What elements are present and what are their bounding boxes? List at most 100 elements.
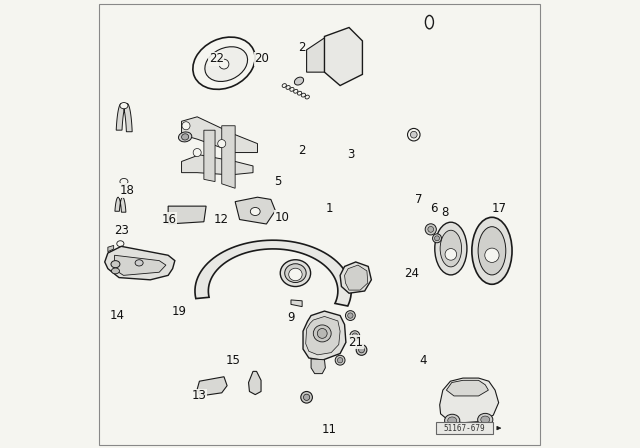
Polygon shape (105, 246, 175, 280)
Polygon shape (344, 265, 368, 290)
Ellipse shape (301, 93, 305, 97)
Ellipse shape (285, 264, 306, 283)
Ellipse shape (477, 414, 493, 426)
Polygon shape (446, 380, 488, 396)
Ellipse shape (314, 325, 331, 342)
Ellipse shape (350, 331, 360, 340)
Text: 51167-679: 51167-679 (444, 424, 486, 433)
Polygon shape (115, 255, 166, 276)
Ellipse shape (478, 227, 506, 275)
Ellipse shape (289, 268, 302, 281)
Text: 18: 18 (120, 184, 134, 197)
Text: 1: 1 (325, 202, 333, 215)
Polygon shape (116, 103, 132, 132)
Ellipse shape (305, 95, 309, 99)
Ellipse shape (294, 77, 303, 85)
Ellipse shape (120, 178, 128, 185)
Text: 20: 20 (255, 52, 269, 65)
Ellipse shape (410, 131, 417, 138)
Text: 24: 24 (404, 267, 419, 280)
Ellipse shape (298, 91, 301, 95)
Ellipse shape (358, 347, 364, 353)
Text: 4: 4 (419, 354, 426, 367)
Ellipse shape (280, 260, 310, 287)
Ellipse shape (356, 345, 367, 355)
Polygon shape (204, 130, 215, 181)
Text: 8: 8 (442, 207, 449, 220)
Text: 2: 2 (298, 144, 306, 157)
Ellipse shape (317, 328, 327, 338)
Ellipse shape (182, 122, 190, 130)
Ellipse shape (346, 310, 355, 320)
Ellipse shape (116, 241, 124, 246)
Ellipse shape (435, 236, 440, 241)
Text: 14: 14 (109, 309, 124, 322)
Polygon shape (303, 311, 346, 360)
Text: 15: 15 (225, 354, 241, 367)
Polygon shape (306, 316, 340, 355)
Ellipse shape (303, 394, 310, 401)
Ellipse shape (218, 140, 226, 148)
Ellipse shape (448, 417, 457, 424)
Ellipse shape (135, 260, 143, 266)
Text: 6: 6 (430, 202, 438, 215)
Polygon shape (115, 197, 126, 212)
Polygon shape (497, 426, 501, 430)
Ellipse shape (435, 222, 467, 275)
Text: 13: 13 (192, 389, 207, 402)
Ellipse shape (250, 207, 260, 215)
Ellipse shape (433, 234, 442, 243)
Ellipse shape (179, 132, 192, 142)
Text: 19: 19 (172, 305, 187, 318)
Ellipse shape (193, 149, 201, 156)
Ellipse shape (426, 15, 433, 29)
Ellipse shape (472, 217, 512, 284)
Ellipse shape (408, 129, 420, 141)
Ellipse shape (294, 90, 298, 93)
Text: 22: 22 (209, 52, 224, 65)
Polygon shape (182, 155, 253, 175)
Polygon shape (168, 206, 206, 224)
Ellipse shape (348, 313, 353, 318)
Text: 2: 2 (298, 41, 306, 54)
Text: 23: 23 (114, 224, 129, 237)
Bar (166, 117, 262, 228)
Ellipse shape (301, 392, 312, 403)
Polygon shape (195, 240, 351, 306)
Ellipse shape (484, 248, 499, 263)
Text: 5: 5 (274, 175, 281, 188)
Polygon shape (197, 377, 227, 396)
Polygon shape (340, 262, 371, 293)
Polygon shape (324, 27, 362, 86)
Ellipse shape (440, 230, 461, 267)
Ellipse shape (286, 86, 290, 89)
Text: 3: 3 (347, 148, 354, 161)
Ellipse shape (120, 103, 128, 109)
Ellipse shape (282, 84, 287, 87)
Text: 16: 16 (161, 213, 177, 226)
Ellipse shape (182, 134, 189, 140)
Polygon shape (307, 36, 326, 72)
Ellipse shape (425, 224, 436, 235)
Ellipse shape (111, 268, 120, 274)
Polygon shape (235, 197, 275, 224)
Polygon shape (440, 378, 499, 423)
Ellipse shape (111, 261, 120, 268)
Bar (436, 422, 493, 434)
Ellipse shape (205, 47, 248, 82)
Polygon shape (221, 126, 235, 188)
Text: 17: 17 (492, 202, 507, 215)
Ellipse shape (481, 416, 490, 423)
Ellipse shape (337, 358, 343, 363)
Ellipse shape (445, 249, 457, 260)
Ellipse shape (352, 333, 358, 338)
Text: 9: 9 (287, 311, 295, 324)
Text: 11: 11 (321, 423, 337, 436)
Text: 7: 7 (415, 193, 422, 206)
Text: 21: 21 (348, 336, 364, 349)
Ellipse shape (335, 355, 345, 365)
Polygon shape (113, 264, 380, 331)
Text: 10: 10 (275, 211, 289, 224)
Ellipse shape (290, 87, 294, 91)
Ellipse shape (193, 37, 255, 89)
